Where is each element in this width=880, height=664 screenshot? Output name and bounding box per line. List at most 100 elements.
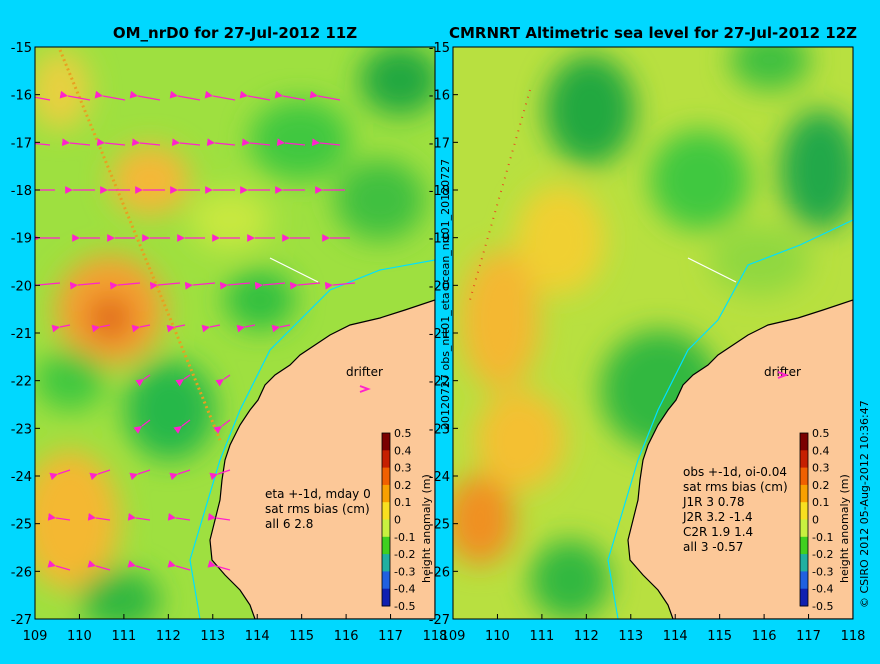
right-info-line: J2R 3.2 -1.4 xyxy=(682,510,753,524)
colorbar-tick-label: -0.4 xyxy=(394,583,415,596)
left-info-line: eta +-1d, mday 0 xyxy=(265,487,371,501)
colorbar-tick-label: -0.3 xyxy=(812,565,833,578)
lat-tick-label: -21 xyxy=(429,327,450,342)
current-arrow xyxy=(91,324,111,333)
left-drifter-label: drifter xyxy=(346,365,383,379)
colorbar-tick-label: -0.3 xyxy=(394,565,415,578)
lat-tick-label: -24 xyxy=(11,470,32,485)
lon-tick-label: 116 xyxy=(752,629,777,644)
current-arrow xyxy=(127,513,151,521)
current-arrow xyxy=(209,469,231,481)
current-arrow xyxy=(239,90,271,101)
lon-tick-label: 111 xyxy=(111,629,136,644)
lon-tick-label: 117 xyxy=(796,629,821,644)
current-arrow xyxy=(271,324,291,333)
current-arrow xyxy=(236,324,256,333)
left-satellite-track xyxy=(58,49,222,441)
lat-tick-label: -27 xyxy=(429,613,450,628)
current-arrow xyxy=(135,374,151,387)
right-land xyxy=(627,299,853,619)
current-arrow xyxy=(47,513,71,521)
lat-tick-label: -18 xyxy=(429,184,450,199)
lat-tick-label: -17 xyxy=(429,136,450,151)
current-arrow xyxy=(94,90,126,101)
colorbar-tick-label: -0.5 xyxy=(394,600,415,613)
lon-tick-label: 109 xyxy=(23,629,48,644)
copyright-text: © CSIRO 2012 05-Aug-2012 10:36:47 xyxy=(858,400,871,608)
lon-tick-label: 110 xyxy=(67,629,92,644)
current-arrow xyxy=(204,90,236,101)
lon-tick-label: 115 xyxy=(707,629,732,644)
current-arrow xyxy=(184,281,216,290)
lon-tick-label: 115 xyxy=(289,629,314,644)
colorbar-tick-label: 0.5 xyxy=(812,427,830,440)
colorbar-tick-label: 0 xyxy=(394,514,401,527)
current-arrow xyxy=(173,419,191,434)
current-arrow xyxy=(49,469,71,481)
right-info-box: obs +-1d, oi-0.04 sat rms bias (cm) J1R … xyxy=(682,465,788,554)
lon-tick-label: 114 xyxy=(245,629,270,644)
lon-tick-label: 110 xyxy=(485,629,510,644)
right-info-line: all 3 -0.57 xyxy=(683,540,743,554)
lat-tick-label: -15 xyxy=(11,41,32,56)
right-axes: 109 110 111 112 113 114 115 116 117 118 -15 -16 -17 -… xyxy=(429,41,866,644)
lon-tick-label: 118 xyxy=(423,629,448,644)
current-arrow xyxy=(133,419,151,434)
current-arrow xyxy=(213,419,231,434)
colorbar-tick-label: -0.5 xyxy=(812,600,833,613)
colorbar-tick-label: 0 xyxy=(812,514,819,527)
left-title: OM_nrD0 for 27-Jul-2012 11Z xyxy=(113,24,357,42)
lon-tick-label: 109 xyxy=(441,629,466,644)
current-arrow xyxy=(87,513,111,521)
left-info-box: eta +-1d, mday 0 sat rms bias (cm) all 6… xyxy=(265,487,371,531)
middle-vertical-text: 20120727 obs_nrt01_eta ocean_nrt01_20120… xyxy=(439,159,452,430)
current-arrow xyxy=(61,138,91,147)
current-arrow xyxy=(51,324,71,333)
current-arrow xyxy=(129,469,151,481)
lon-tick-label: 117 xyxy=(378,629,403,644)
right-drifter-label: drifter xyxy=(764,365,801,379)
current-arrow xyxy=(96,138,126,147)
right-shelf-contour xyxy=(607,219,853,619)
current-arrow xyxy=(175,374,191,387)
lat-tick-label: -16 xyxy=(11,89,32,104)
left-land xyxy=(209,299,435,619)
current-arrow xyxy=(89,469,111,481)
current-arrow xyxy=(166,324,186,333)
lat-tick-label: -20 xyxy=(11,279,32,294)
right-colorbar-label: height anomaly (m) xyxy=(838,474,851,583)
current-arrow xyxy=(276,138,306,147)
lat-tick-label: -22 xyxy=(429,375,450,390)
current-arrow xyxy=(127,560,151,571)
colorbar-tick-label: -0.2 xyxy=(812,548,833,561)
left-white-section xyxy=(269,257,319,283)
lat-tick-label: -22 xyxy=(11,375,32,390)
right-info-line: obs +-1d, oi-0.04 xyxy=(683,465,787,479)
left-colorbar-label: height anomaly (m) xyxy=(420,474,433,583)
left-current-arrows xyxy=(35,90,356,571)
left-shelf-contour xyxy=(189,259,435,619)
left-drifter-marker: drifter xyxy=(346,365,383,393)
lat-tick-label: -26 xyxy=(11,565,32,580)
current-arrow xyxy=(207,513,231,521)
left-map-panel xyxy=(34,46,436,620)
lat-tick-label: -27 xyxy=(11,613,32,628)
current-arrow xyxy=(201,324,221,333)
lon-tick-label: 113 xyxy=(618,629,643,644)
current-arrow xyxy=(169,469,191,481)
lat-tick-label: -24 xyxy=(429,470,450,485)
colorbar-tick-label: -0.1 xyxy=(394,531,415,544)
current-arrow xyxy=(131,138,161,147)
right-white-section xyxy=(687,257,737,283)
colorbar-tick-label: 0.2 xyxy=(812,479,830,492)
current-arrow xyxy=(274,90,306,101)
current-arrow xyxy=(241,138,271,147)
current-arrow xyxy=(311,138,341,147)
current-arrow xyxy=(207,560,231,571)
current-arrow xyxy=(254,281,286,290)
current-arrow xyxy=(47,560,71,571)
lat-tick-label: -26 xyxy=(429,565,450,580)
current-arrow xyxy=(129,90,161,101)
right-satellite-track xyxy=(469,89,531,301)
